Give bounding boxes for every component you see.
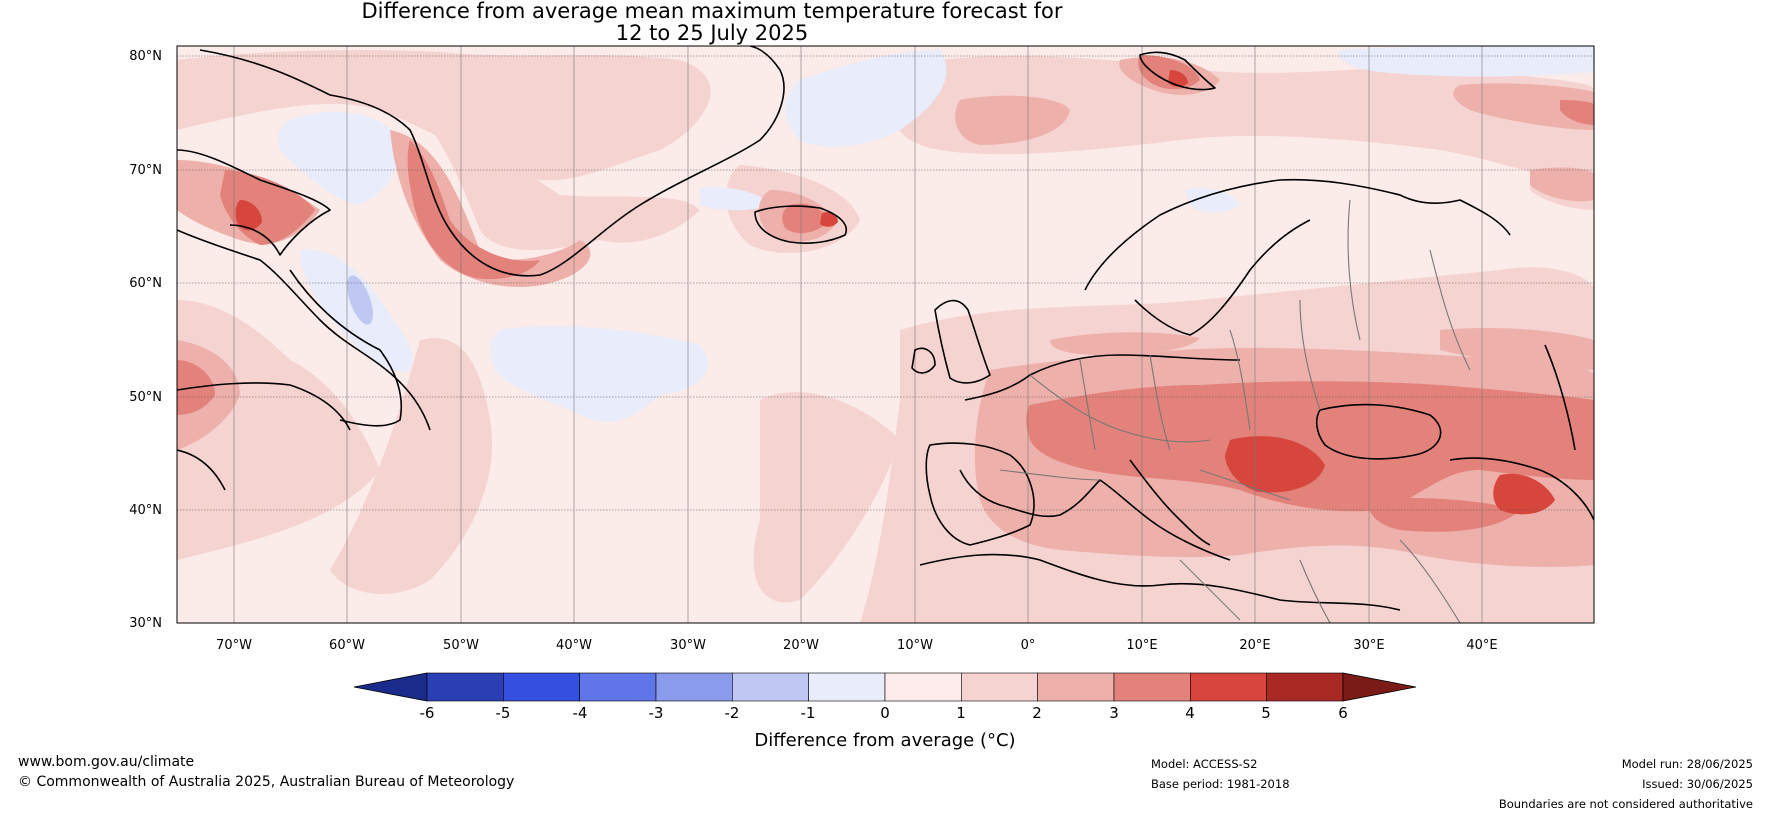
- lon-label: 70°W: [216, 638, 252, 653]
- lon-label: 0°: [1021, 638, 1036, 653]
- colorbar-tick: -4: [573, 704, 588, 722]
- map-title-line-2: 12 to 25 July 2025: [615, 21, 809, 45]
- colorbar-tick: -2: [725, 704, 740, 722]
- colorbar-segment: [503, 672, 580, 702]
- colorbar-label: Difference from average (°C): [754, 730, 1015, 751]
- map-title-line-1: Difference from average mean maximum tem…: [361, 0, 1063, 23]
- colorbar-extend-low: [353, 672, 428, 702]
- website-link[interactable]: www.bom.gov.au/climate: [18, 754, 195, 770]
- map-panel: [177, 46, 1594, 623]
- colorbar-segment: [1113, 672, 1191, 702]
- lat-label: 80°N: [129, 49, 162, 64]
- lat-label: 40°N: [129, 503, 162, 518]
- lon-label: 20°E: [1239, 638, 1270, 653]
- lon-label: 10°W: [897, 638, 933, 653]
- colorbar-tick: 1: [956, 704, 966, 722]
- colorbar-tick: -6: [420, 704, 435, 722]
- disclaimer-text: Boundaries are not considered authoritat…: [1498, 797, 1753, 811]
- colorbar-tick: 0: [880, 704, 890, 722]
- colorbar-tick: 5: [1261, 704, 1271, 722]
- model-text: Model: ACCESS-S2: [1151, 757, 1258, 771]
- colorbar-segment: [732, 672, 809, 702]
- colorbar-segment: [884, 672, 962, 702]
- graticule: [177, 55, 1594, 511]
- colorbar-extend-high: [1342, 672, 1417, 702]
- colorbar-tick: -1: [801, 704, 816, 722]
- map-frame: [176, 45, 1595, 624]
- colorbar-segment: [426, 672, 504, 702]
- colorbar: [353, 672, 1417, 702]
- lon-label: 40°E: [1466, 638, 1497, 653]
- copyright-text: © Commonwealth of Australia 2025, Austra…: [18, 774, 515, 790]
- colorbar-tick: 3: [1109, 704, 1119, 722]
- anomaly-4-to-5: [235, 70, 1555, 515]
- longitude-labels: 70°W 60°W 50°W 40°W 30°W 20°W 10°W 0° 10…: [216, 638, 1498, 653]
- colorbar-tick: 2: [1032, 704, 1042, 722]
- colorbar-segment: [961, 672, 1038, 702]
- colorbar-segment: [808, 672, 886, 702]
- base-period-text: Base period: 1981-2018: [1151, 777, 1290, 791]
- lon-label: 50°W: [443, 638, 479, 653]
- colorbar-tick: -5: [496, 704, 511, 722]
- colorbar-segment: [1266, 672, 1344, 702]
- lon-label: 60°W: [329, 638, 365, 653]
- latitude-labels: 80°N 70°N 60°N 50°N 40°N 30°N: [129, 49, 162, 631]
- lat-label: 70°N: [129, 163, 162, 178]
- colorbar-segment: [1190, 672, 1267, 702]
- lon-label: 40°W: [556, 638, 592, 653]
- colorbar-tick: 4: [1185, 704, 1195, 722]
- colorbar-tick-labels: -6 -5 -4 -3 -2 -1 0 1 2 3 4 5 6: [420, 704, 1348, 722]
- colorbar-tick: -3: [649, 704, 664, 722]
- colorbar-tick: 6: [1338, 704, 1348, 722]
- issued-text: Issued: 30/06/2025: [1642, 777, 1753, 791]
- lon-label: 30°W: [670, 638, 706, 653]
- lon-label: 30°E: [1353, 638, 1384, 653]
- lat-label: 60°N: [129, 276, 162, 291]
- country-borders: [999, 199, 1471, 623]
- lat-label: 30°N: [129, 616, 162, 631]
- anomaly-minus-2-to-minus-1: [347, 275, 373, 325]
- colorbar-segment: [579, 672, 657, 702]
- model-run-text: Model run: 28/06/2025: [1621, 757, 1753, 771]
- lon-label: 10°E: [1126, 638, 1157, 653]
- lat-label: 50°N: [129, 390, 162, 405]
- colorbar-segment: [1037, 672, 1115, 702]
- lon-label: 20°W: [783, 638, 819, 653]
- coastlines: [177, 46, 1594, 611]
- colorbar-segment: [655, 672, 733, 702]
